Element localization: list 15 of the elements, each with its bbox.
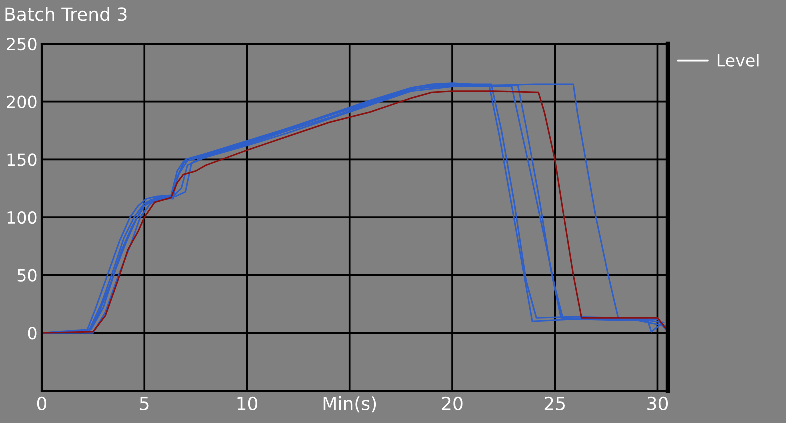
x-tick-label: 10 [238, 396, 258, 411]
y-tick-label: 150 [8, 154, 37, 166]
x-tick-label: Min(s) [324, 396, 376, 413]
x-tick-label: 20 [442, 396, 463, 411]
y-tick-label: 50 [18, 269, 37, 282]
x-tick-label: 30 [648, 396, 668, 411]
y-tick-label: 250 [7, 38, 37, 51]
y-tick-label: 100 [8, 211, 37, 224]
legend-title: Level [718, 54, 759, 67]
x-tick-label: 5 [140, 397, 149, 411]
chart-title: Batch Trend 3 [6, 7, 127, 22]
x-tick-label: 0 [37, 396, 47, 411]
x-tick-label: 25 [544, 396, 566, 411]
y-tick-label: 200 [7, 96, 37, 108]
y-tick-label: 0 [28, 327, 37, 340]
